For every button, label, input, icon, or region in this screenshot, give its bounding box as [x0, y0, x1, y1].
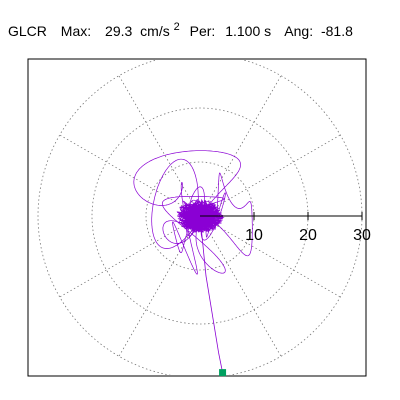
trace-peak-excursion: [199, 215, 223, 373]
station-code: GLCR: [8, 23, 47, 39]
grid-spoke-120: [118, 75, 197, 210]
radial-axis: 10 20 30: [200, 212, 371, 244]
grid-spoke-150: [59, 134, 194, 213]
radial-tick-label-20: 20: [299, 227, 317, 244]
header: GLCR Max: 29.3 cm/s 2 Per: 1.100 s Ang: …: [8, 17, 353, 39]
grid-spoke-60: [203, 75, 282, 210]
motion-trace: [133, 150, 253, 373]
grid-spoke-240: [118, 222, 197, 357]
trace-core: [176, 198, 225, 234]
max-label: Max:: [61, 23, 91, 39]
ang-value: -81.8: [321, 23, 353, 39]
grid-spoke-330: [206, 219, 341, 298]
max-unit-exponent: 2: [174, 21, 180, 33]
radial-tick-label-30: 30: [353, 227, 371, 244]
radial-tick-label-10: 10: [245, 227, 263, 244]
plot-frame: [27, 58, 367, 377]
per-label: Per:: [190, 23, 216, 39]
grid-spoke-30: [206, 134, 341, 213]
peak-marker: [219, 369, 227, 377]
per-value: 1.100 s: [225, 23, 271, 39]
max-unit: cm/s: [140, 23, 170, 39]
peak-marker-group: [219, 369, 227, 377]
grid-spoke-210: [59, 219, 194, 298]
grid-spoke-300: [203, 222, 282, 357]
svg-text:GLCR Max: 29.3 cm/: GLCR Max: 29.3 cm/s 2 Per: 1.100 s Ang: …: [8, 17, 353, 39]
ang-label: Ang:: [284, 23, 313, 39]
max-value: 29.3: [105, 23, 132, 39]
